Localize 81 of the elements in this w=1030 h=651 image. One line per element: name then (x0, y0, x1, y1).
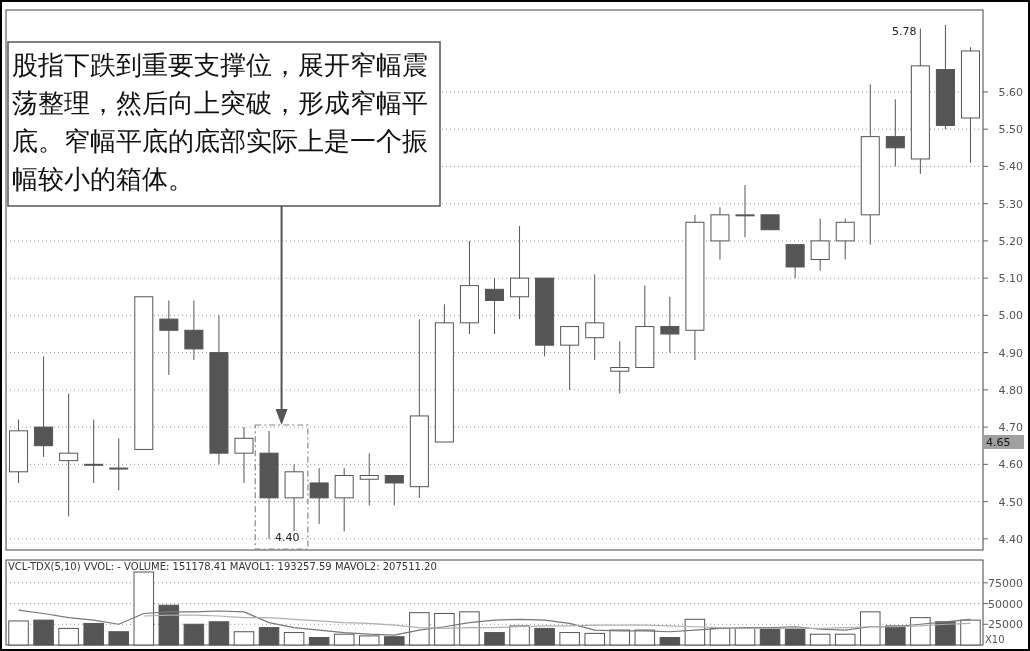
y-tick-label: 4.60 (998, 458, 1023, 472)
y-tick-label: 4.40 (998, 532, 1023, 546)
bar (509, 625, 530, 646)
bar (8, 620, 29, 646)
candlestick (59, 393, 79, 517)
candlestick (159, 299, 179, 376)
bar (409, 612, 430, 646)
bar (133, 571, 155, 646)
y-tick-label: 4.50 (998, 495, 1023, 509)
bar (809, 633, 831, 646)
candlestick (234, 426, 254, 484)
y-tick-label: 5.20 (998, 234, 1023, 248)
bar (33, 619, 54, 646)
candlestick (109, 437, 129, 491)
candlestick (785, 244, 805, 279)
candlestick (184, 299, 204, 361)
bar (83, 622, 104, 646)
bar (759, 627, 781, 646)
y-tick-label: 5.00 (998, 309, 1023, 323)
bar (58, 627, 79, 646)
candlestick (484, 277, 505, 335)
y-tick-label: 4.80 (998, 383, 1023, 397)
candlestick (560, 326, 580, 391)
bar (584, 632, 605, 646)
bar (233, 631, 255, 646)
y-tick-label: 5.50 (998, 123, 1023, 137)
bar (935, 621, 956, 646)
bar (484, 632, 505, 646)
candlestick (810, 218, 830, 272)
candlestick (84, 419, 104, 484)
bar (459, 611, 480, 646)
bar (709, 627, 731, 646)
y-tick-label: 4.90 (998, 346, 1023, 360)
bar (384, 636, 405, 646)
bar (885, 625, 906, 646)
candlestick (610, 340, 630, 395)
bar (208, 621, 230, 646)
annotation: 5.78 (891, 24, 917, 38)
y-tick-label: 4.70 (998, 421, 1023, 435)
y-tick-label: 5.40 (998, 160, 1023, 174)
candlestick (585, 273, 605, 361)
text: X10 (985, 634, 1005, 645)
y-tick-label: 50000 (988, 597, 1023, 611)
bar (108, 631, 129, 646)
bar (358, 635, 380, 646)
candlestick (359, 452, 379, 506)
candlestick (510, 225, 530, 320)
bar (158, 604, 180, 646)
bar (308, 637, 330, 646)
bar (183, 623, 205, 646)
line-series (17, 609, 972, 636)
candlestick (384, 475, 404, 506)
candlestick (885, 98, 905, 167)
candlestick (34, 355, 54, 458)
candlestick (334, 467, 354, 532)
y-tick-label: 25000 (988, 618, 1023, 632)
line-series (143, 614, 972, 630)
candlestick (309, 467, 329, 525)
bar (659, 637, 681, 646)
y-tick-label: 75000 (988, 576, 1023, 590)
candlestick (835, 218, 855, 261)
candlestick (735, 184, 755, 238)
bar (734, 627, 756, 646)
annotation: VCL-TDX(5,10) VVOL: - VOLUME: 151178.41 MAVOL1: 193257.59 MAVOL2: 207511.20 (8, 561, 437, 572)
y-tick-label: 5.10 (998, 272, 1023, 286)
annotation: 4.40 (275, 530, 300, 544)
bar (534, 627, 555, 646)
bar (834, 633, 856, 646)
bar (684, 618, 706, 646)
bar (960, 619, 981, 646)
bar (283, 632, 305, 646)
bar (860, 611, 881, 646)
bar (434, 612, 455, 646)
y-tick-label: 5.30 (998, 197, 1023, 211)
text: 4.65 (986, 436, 1011, 449)
candlestick (660, 296, 680, 354)
bar (559, 632, 580, 646)
y-tick-label: 5.60 (998, 85, 1023, 99)
bar (333, 633, 355, 646)
bar (784, 627, 806, 646)
bar (258, 627, 280, 646)
